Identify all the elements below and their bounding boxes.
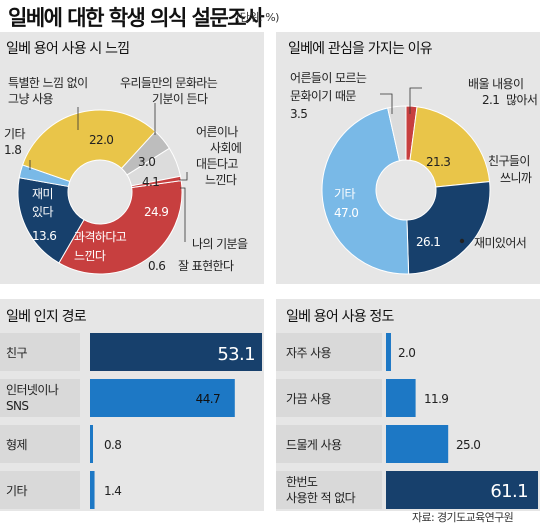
value-friend: 53.1 <box>217 344 255 365</box>
leader-line <box>380 93 393 114</box>
label-fun-2: 있다 <box>32 205 53 219</box>
bar-label-bg <box>276 379 382 417</box>
label-special-2: 그냥 사용 <box>8 92 54 106</box>
donut-slice <box>406 181 491 275</box>
bar-label-bg <box>0 471 80 509</box>
value-fun: 13.6 <box>32 229 56 243</box>
bar <box>90 425 93 463</box>
donut-slice <box>321 107 410 275</box>
label-adult-unknown: 어른들이 모르는 <box>290 71 367 85</box>
label-fun: 재미 <box>32 187 53 201</box>
value-adult: 4.1 <box>142 175 159 189</box>
donut-slice <box>130 175 182 189</box>
bar <box>386 333 391 371</box>
label-adult-4: 느낀다 <box>205 173 237 187</box>
donut-slice <box>409 106 491 188</box>
value-etc: 1.4 <box>104 484 121 498</box>
value-sibling: 0.8 <box>104 438 121 452</box>
category-never-2: 사용한 적 없다 <box>286 491 356 505</box>
label-adult-unknown-2: 문화이기 때문 <box>290 89 356 103</box>
bar-label-bg <box>0 425 80 463</box>
panel-route-title: 일베 인지 경로 <box>6 309 87 325</box>
value-internet: 44.7 <box>196 392 220 406</box>
page-title: 일베에 대한 학생 의식 설문조사 <box>8 6 264 30</box>
category-sometimes: 가끔 사용 <box>286 392 332 406</box>
label-learn: 배울 내용이 <box>468 77 523 91</box>
leader-line <box>180 187 186 242</box>
value-expression: 0.6 <box>148 259 165 273</box>
category-sibling: 형제 <box>6 438 27 452</box>
bar-label-bg <box>0 379 80 417</box>
unit-label: (단위: %) <box>236 11 279 24</box>
bar <box>90 379 235 417</box>
value-learn: 2.1 <box>482 93 499 107</box>
label-fun2: 재미있어서 <box>474 236 526 250</box>
usage-bar-chart: 자주 사용 가끔 사용 드물게 사용 한번도 사용한 적 없다 2.0 11.9… <box>276 333 538 509</box>
label-expression-2: 잘 표현한다 <box>178 259 234 273</box>
bar <box>386 471 538 509</box>
bar <box>386 379 416 417</box>
label-friends: 친구들이 <box>488 154 530 168</box>
panel-interest-title: 일베에 관심을 가지는 이유 <box>288 41 433 57</box>
donut-slice <box>17 177 85 264</box>
leader-line <box>179 172 188 181</box>
bar <box>90 471 95 509</box>
value-rarely: 25.0 <box>456 438 480 452</box>
label-culture: 우리들만의 문화라는 <box>120 76 218 90</box>
bar-label-bg <box>276 471 382 509</box>
category-internet: 인터넷이나 <box>6 383 59 397</box>
label-adult-2: 사회에 <box>210 141 241 155</box>
route-bar-chart: 친구 인터넷이나 SNS 형제 기타 53.1 44.7 0.8 1.4 <box>0 333 262 509</box>
value-never: 61.1 <box>490 481 528 502</box>
category-rarely: 드물게 사용 <box>286 438 342 452</box>
label-friends-2: 쓰니까 <box>500 171 532 185</box>
label-violent: 과격하다고 <box>74 230 127 244</box>
bar <box>90 333 262 371</box>
fun-dot-marker <box>459 238 465 244</box>
label-other2: 기타 <box>334 187 355 201</box>
value-friends: 21.3 <box>426 155 450 169</box>
value-fun2: 26.1 <box>416 235 440 249</box>
value-often: 2.0 <box>398 346 415 360</box>
value-sometimes: 11.9 <box>424 392 448 406</box>
value-adult-unknown: 3.5 <box>290 107 307 121</box>
value-other2: 47.0 <box>334 206 358 220</box>
label-other: 기타 <box>4 127 25 141</box>
panel-usage-title: 일베 용어 사용 정도 <box>286 309 394 325</box>
label-adult: 어른이나 <box>196 125 238 139</box>
label-adult-3: 대든다고 <box>196 157 238 171</box>
label-special: 특별한 느낌 없이 <box>8 76 88 90</box>
label-violent-2: 느낀다 <box>74 249 106 263</box>
donut-slice <box>387 105 407 162</box>
bar <box>386 425 449 463</box>
value-violent: 24.9 <box>144 205 168 219</box>
panel-feeling-title: 일베 용어 사용 시 느낌 <box>6 41 130 57</box>
bar-label-bg <box>0 333 80 371</box>
source-note: 자료: 경기도교육연구원 <box>412 511 514 524</box>
category-internet-2: SNS <box>6 399 28 413</box>
donut-slice <box>21 109 156 183</box>
leader-line <box>409 87 422 114</box>
value-other: 1.8 <box>4 143 21 157</box>
category-never: 한번도 <box>286 475 318 489</box>
value-culture: 3.0 <box>138 155 155 169</box>
feeling-donut-chart: 특별한 느낌 없이 그냥 사용 우리들만의 문화라는 기분이 든다 어른이나 사… <box>4 76 249 275</box>
category-often: 자주 사용 <box>286 346 332 360</box>
label-learn-2: 많아서 <box>506 93 537 107</box>
interest-donut-chart: 어른들이 모르는 문화이기 때문 3.5 배울 내용이 2.1 많아서 21.3… <box>290 71 538 275</box>
label-culture-2: 기분이 든다 <box>152 92 208 106</box>
category-friend: 친구 <box>6 346 27 360</box>
bar-label-bg <box>276 333 382 371</box>
value-special: 22.0 <box>89 133 113 147</box>
label-expression: 나의 기분을 <box>192 237 248 251</box>
bar-label-bg <box>276 425 382 463</box>
category-etc: 기타 <box>6 484 27 498</box>
donut-slice <box>58 180 183 275</box>
